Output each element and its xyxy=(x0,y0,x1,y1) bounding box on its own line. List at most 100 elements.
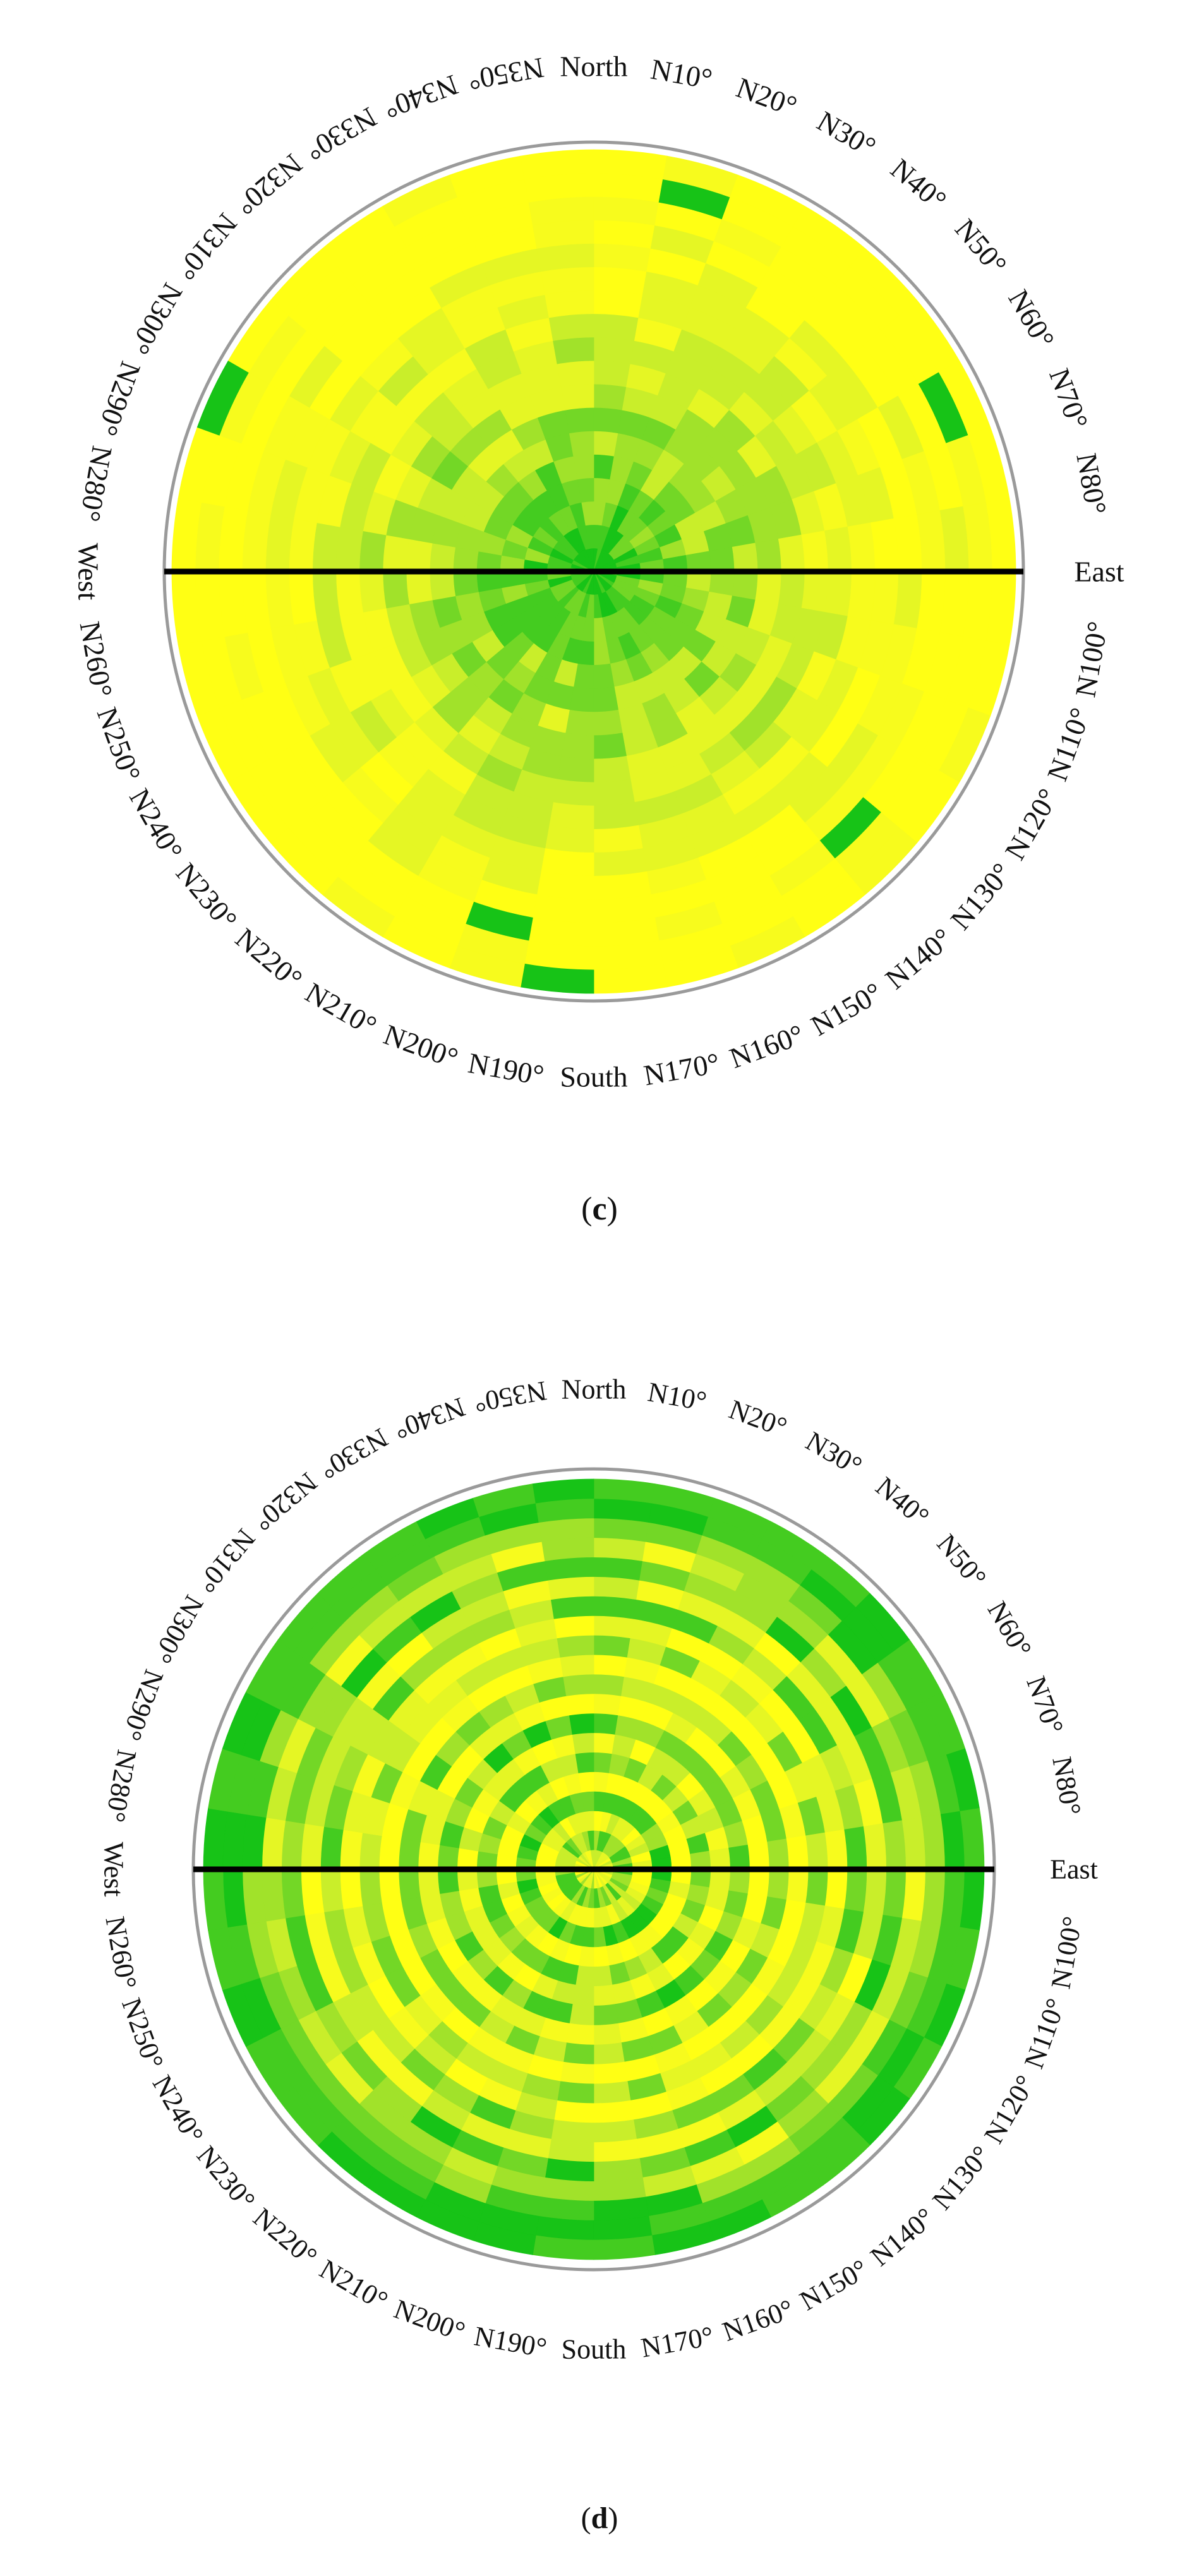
heatmap-cell xyxy=(553,779,594,806)
heatmap-cell xyxy=(572,1732,594,1754)
heatmap-cell xyxy=(320,1826,344,1870)
heatmap-cell xyxy=(801,530,829,572)
caption-c-open: ( xyxy=(581,1191,593,1227)
heatmap-cell xyxy=(709,1847,731,1870)
heatmap-cell xyxy=(844,1869,868,1913)
heatmap-cell xyxy=(312,571,340,621)
heatmap-cell xyxy=(786,1835,809,1870)
direction-label: N310° xyxy=(191,1523,262,1599)
heatmap-cell xyxy=(262,1869,286,1922)
heatmap-cell xyxy=(312,522,340,572)
direction-label: West xyxy=(73,543,105,601)
heatmap-cell xyxy=(871,518,899,572)
heatmap-cell xyxy=(452,571,479,597)
direction-label: N40° xyxy=(884,152,953,217)
heatmap-cell xyxy=(569,686,594,713)
heatmap-cell xyxy=(755,538,782,572)
heatmap-cell xyxy=(541,1537,594,1562)
direction-label: N20° xyxy=(725,1394,792,1443)
heatmap-cell xyxy=(301,1869,325,1915)
heatmap-cell xyxy=(593,2023,622,2046)
heatmap-cell xyxy=(437,1844,459,1870)
direction-label: N320° xyxy=(229,148,308,222)
direction-label: N210° xyxy=(315,2253,393,2316)
direction-label: N80° xyxy=(1070,451,1112,517)
heatmap-cell xyxy=(457,1847,479,1870)
caption-d: (d) xyxy=(0,2501,1199,2536)
direction-label: N230° xyxy=(170,857,244,936)
direction-label: N140° xyxy=(865,2202,941,2272)
heatmap-cell xyxy=(593,337,635,364)
heatmap-cell xyxy=(593,1595,637,1619)
direction-label: N100° xyxy=(1045,1914,1088,1991)
heatmap-cell xyxy=(593,430,619,457)
heatmap-cell xyxy=(871,571,899,625)
heatmap-cell xyxy=(548,1576,594,1600)
direction-label: N240° xyxy=(147,2070,210,2148)
heatmap-cell xyxy=(593,802,639,830)
heatmap-cell xyxy=(553,337,594,364)
direction-label: North xyxy=(562,1374,627,1405)
heatmap-cell xyxy=(593,733,627,760)
heatmap-cell xyxy=(709,571,735,597)
direction-label: N220° xyxy=(248,2202,323,2272)
heatmap-cell xyxy=(901,1817,926,1870)
heatmap-cell xyxy=(801,571,829,613)
heatmap-cell xyxy=(359,1869,382,1907)
direction-label: N300° xyxy=(147,1590,210,1668)
heatmap-cell xyxy=(847,522,876,572)
heatmap-cell xyxy=(883,1869,907,1919)
heatmap-cell xyxy=(786,1869,809,1903)
heatmap-cell xyxy=(593,825,643,853)
heatmap-cell xyxy=(593,407,623,434)
direction-label: N60° xyxy=(1002,284,1061,354)
heatmap-cell xyxy=(560,383,594,410)
direction-label: N70° xyxy=(1043,364,1094,433)
heatmap-cell xyxy=(572,1984,594,2006)
heatmap-cell xyxy=(553,2100,594,2124)
heatmap-cell xyxy=(593,267,648,295)
direction-label: N250° xyxy=(91,703,147,786)
direction-label: West xyxy=(99,1842,130,1897)
caption-d-letter: d xyxy=(591,2501,608,2535)
heatmap-cell xyxy=(593,383,627,410)
heatmap-cell xyxy=(824,1869,848,1910)
heatmap-cell xyxy=(520,149,594,180)
heatmap-cell xyxy=(593,2042,625,2065)
heatmap-cell xyxy=(593,709,623,736)
direction-label: East xyxy=(1074,556,1124,588)
heatmap-cell xyxy=(548,802,594,830)
direction-label: South xyxy=(560,1061,627,1093)
direction-label: N50° xyxy=(931,1528,992,1593)
heatmap-cell xyxy=(593,1713,619,1735)
caption-c-close: ) xyxy=(606,1191,618,1227)
direction-label: N120° xyxy=(999,783,1064,865)
direction-label: N30° xyxy=(800,1425,867,1482)
direction-label: N190° xyxy=(472,2320,549,2363)
direction-label: N150° xyxy=(795,2253,873,2316)
direction-label: N120° xyxy=(978,2070,1041,2148)
direction-label: N200° xyxy=(390,2293,469,2347)
heatmap-cell xyxy=(593,1965,613,1987)
direction-label: N190° xyxy=(466,1046,546,1091)
direction-label: N30° xyxy=(812,105,881,164)
heatmap-cell xyxy=(565,709,594,736)
heatmap-cell xyxy=(593,1674,625,1696)
polar-heatmap-c-svg: North N10° N20°N30°N40°N50°N60° N70° N80° Eas… xyxy=(73,51,1124,1093)
direction-label: N230° xyxy=(191,2140,262,2216)
heatmap-cell xyxy=(548,2138,594,2162)
polar-heatmap-d-svg: North N10° N20°N30°N40°N50°N60° N70° N80° Eas… xyxy=(99,1374,1098,2365)
heatmap-cell xyxy=(557,755,594,783)
caption-c: (c) xyxy=(0,1190,1199,1228)
heatmap-cell xyxy=(545,290,594,318)
heatmap-cell xyxy=(359,530,387,572)
heatmap-cell xyxy=(560,2061,594,2085)
heatmap-cell xyxy=(339,1869,363,1910)
heatmap-cell xyxy=(545,825,594,853)
heatmap-cell xyxy=(545,1557,594,1581)
heatmap-cell xyxy=(593,1654,628,1677)
direction-label: N40° xyxy=(870,1471,935,1533)
heatmap-cell xyxy=(863,1869,887,1915)
direction-label: N10° xyxy=(648,53,714,95)
heatmap-cell xyxy=(767,1869,790,1900)
